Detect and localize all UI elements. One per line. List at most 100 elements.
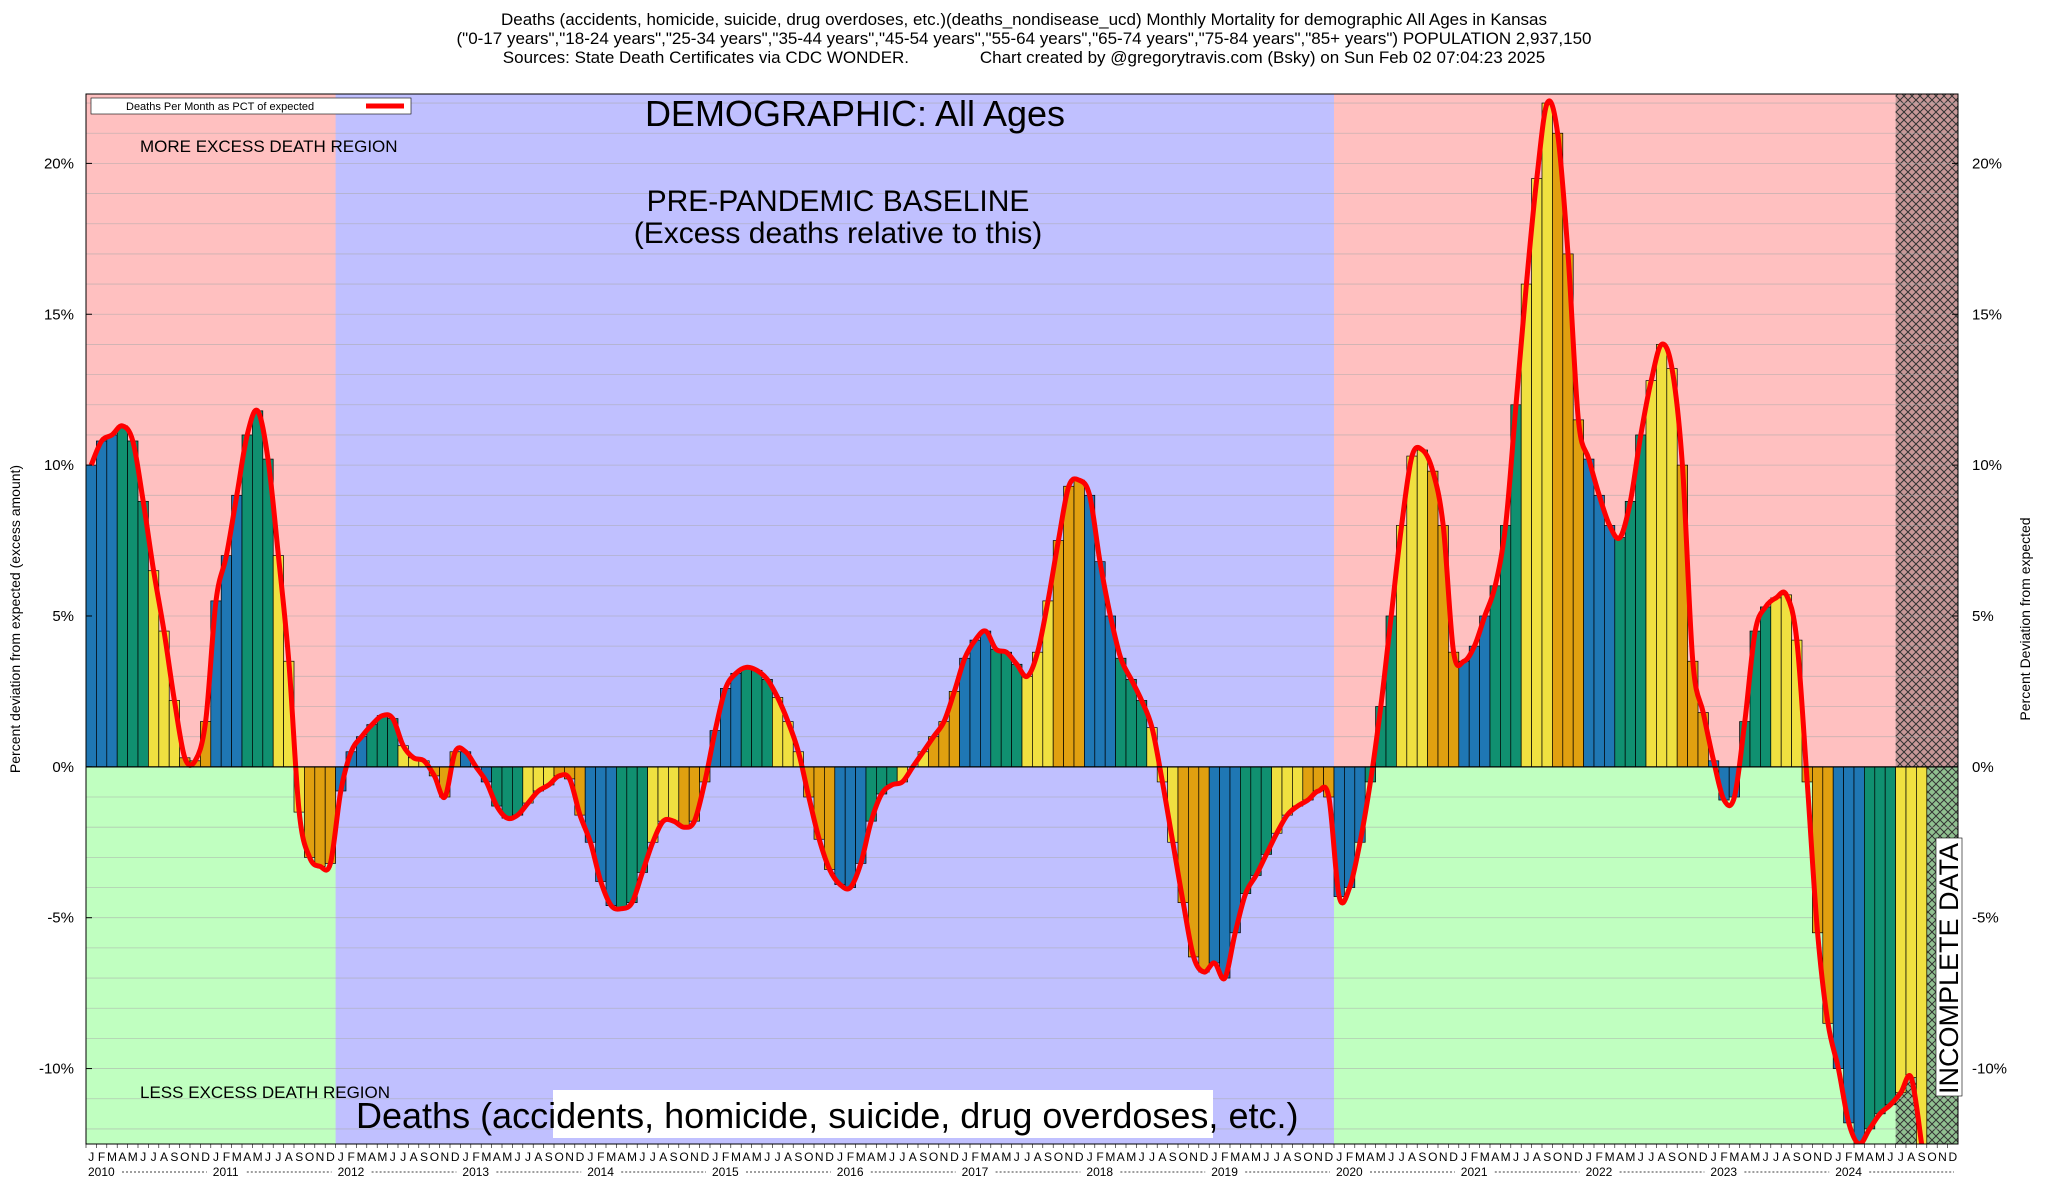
x-month-label: S	[420, 1150, 428, 1164]
x-month-label: M	[502, 1150, 512, 1164]
y-tick-label-right: -10%	[1972, 1061, 2007, 1078]
x-month-label: D	[1948, 1150, 1957, 1164]
bar	[834, 766, 846, 885]
x-month-label: M	[107, 1150, 117, 1164]
bar	[626, 766, 638, 903]
x-month-label: F	[1221, 1150, 1228, 1164]
x-month-label: A	[1117, 1150, 1125, 1164]
bar	[969, 639, 981, 768]
bar	[1832, 766, 1844, 1069]
bar	[1635, 434, 1647, 768]
x-year-label: 2010	[88, 1165, 115, 1179]
bar	[1760, 606, 1772, 768]
x-month-label: S	[545, 1150, 553, 1164]
bar	[106, 434, 118, 768]
x-month-label: S	[670, 1150, 678, 1164]
x-month-label: J	[1586, 1150, 1592, 1164]
bar	[1208, 766, 1220, 964]
bar	[1552, 132, 1564, 768]
x-month-label: O	[305, 1150, 314, 1164]
x-year-label: 2021	[1461, 1165, 1488, 1179]
x-month-label: S	[919, 1150, 927, 1164]
x-year-label: 2012	[338, 1165, 365, 1179]
x-month-label: M	[856, 1150, 866, 1164]
x-month-label: A	[784, 1150, 792, 1164]
x-month-label: D	[825, 1150, 834, 1164]
bar	[1593, 494, 1605, 768]
bar	[1073, 479, 1085, 768]
x-month-label: A	[493, 1150, 501, 1164]
x-month-label: N	[565, 1150, 574, 1164]
baseline-subtitle: (Excess deaths relative to this)	[634, 217, 1043, 250]
x-month-label: D	[1075, 1150, 1084, 1164]
y-tick-label-right: 5%	[1972, 608, 1994, 625]
bar	[1520, 283, 1532, 768]
x-month-label: J	[1388, 1150, 1394, 1164]
bar	[1645, 380, 1657, 768]
x-month-label: M	[1376, 1150, 1386, 1164]
x-month-label: F	[597, 1150, 604, 1164]
x-month-label: N	[1938, 1150, 1947, 1164]
bar	[980, 630, 992, 768]
x-month-label: N	[440, 1150, 449, 1164]
bar	[1219, 766, 1231, 979]
x-month-label: J	[1274, 1150, 1280, 1164]
x-month-label: O	[1179, 1150, 1188, 1164]
x-month-label: F	[472, 1150, 479, 1164]
x-month-label: D	[201, 1150, 210, 1164]
x-month-label: J	[390, 1150, 396, 1164]
bar	[1406, 455, 1418, 768]
x-month-label: M	[1230, 1150, 1240, 1164]
x-month-label: J	[889, 1150, 895, 1164]
x-month-label: J	[1773, 1150, 1779, 1164]
x-year-label: 2022	[1586, 1165, 1613, 1179]
x-month-label: M	[1251, 1150, 1261, 1164]
x-month-label: M	[1854, 1150, 1864, 1164]
x-year-label: 2019	[1211, 1165, 1238, 1179]
demographic-label: DEMOGRAPHIC: All Ages	[645, 93, 1065, 134]
x-month-label: O	[180, 1150, 189, 1164]
x-month-label: F	[972, 1150, 979, 1164]
bar	[678, 766, 690, 828]
y-tick-label-right: -5%	[1972, 910, 1999, 927]
x-month-label: M	[1105, 1150, 1115, 1164]
x-month-label: N	[690, 1150, 699, 1164]
x-month-label: J	[712, 1150, 718, 1164]
x-month-label: D	[1200, 1150, 1209, 1164]
bar	[96, 440, 108, 768]
bar	[751, 669, 763, 768]
x-month-label: N	[940, 1150, 949, 1164]
x-month-label: J	[515, 1150, 521, 1164]
bar	[1468, 645, 1480, 768]
x-month-label: M	[877, 1150, 887, 1164]
bar	[730, 672, 742, 768]
x-year-label: 2013	[462, 1165, 489, 1179]
y-tick-label-left: 5%	[52, 608, 74, 625]
x-year-label: 2018	[1086, 1165, 1113, 1179]
x-month-label: J	[1887, 1150, 1893, 1164]
x-month-label: F	[1096, 1150, 1103, 1164]
x-month-label: N	[1813, 1150, 1822, 1164]
bar	[1874, 766, 1886, 1115]
bar	[1416, 449, 1428, 768]
x-month-label: S	[1668, 1150, 1676, 1164]
bar	[1583, 458, 1595, 768]
bar	[657, 766, 669, 822]
bar	[1780, 594, 1792, 768]
x-month-label: J	[1763, 1150, 1769, 1164]
x-month-label: M	[232, 1150, 242, 1164]
x-month-label: J	[140, 1150, 146, 1164]
x-month-label: A	[368, 1150, 376, 1164]
x-month-label: F	[1720, 1150, 1727, 1164]
x-month-label: A	[909, 1150, 917, 1164]
bar	[1905, 766, 1917, 1078]
x-month-label: A	[1782, 1150, 1790, 1164]
legend-label: Deaths Per Month as PCT of expected	[126, 101, 314, 113]
bar	[1198, 766, 1210, 973]
y-tick-label-left: 15%	[44, 306, 74, 323]
x-month-label: D	[1824, 1150, 1833, 1164]
annotations: Deaths Per Month as PCT of expected MORE …	[90, 93, 1964, 1138]
x-month-label: O	[1927, 1150, 1936, 1164]
x-month-label: M	[357, 1150, 367, 1164]
x-month-label: F	[1346, 1150, 1353, 1164]
